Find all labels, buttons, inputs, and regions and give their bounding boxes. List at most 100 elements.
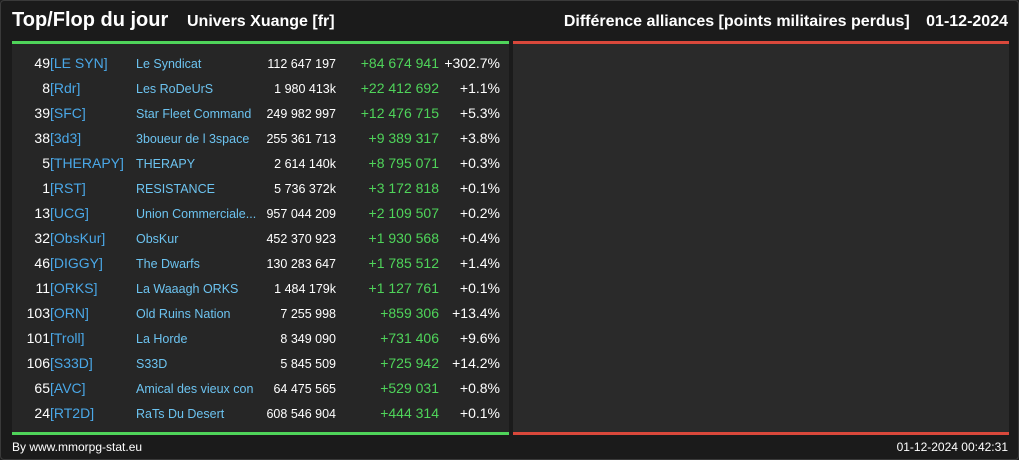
alliance-tag-link[interactable]: [S33D]	[50, 355, 93, 371]
points-cell: 1 980 413k	[274, 82, 336, 96]
alliance-name-link[interactable]: S33D	[136, 357, 168, 371]
percent-cell: +13.4%	[452, 305, 500, 321]
points-cell: 5 736 372k	[274, 182, 336, 196]
diff-cell: +1 127 761	[368, 280, 439, 296]
alliance-tag-link[interactable]: [SFC]	[50, 105, 86, 121]
percent-cell: +3.8%	[459, 130, 500, 146]
header-right: Différence alliances [points militaires …	[564, 13, 1008, 31]
footer-timestamp: 01-12-2024 00:42:31	[896, 440, 1008, 454]
diff-cell: +22 412 692	[360, 80, 439, 96]
rank-cell: 49	[34, 55, 50, 71]
alliance-name-link[interactable]: Amical des vieux con	[136, 382, 254, 396]
footer-source[interactable]: By www.mmorpg-stat.eu	[12, 440, 143, 454]
alliance-name-link[interactable]: Union Commerciale...	[136, 207, 257, 221]
percent-cell: +0.1%	[459, 180, 500, 196]
alliance-name-link[interactable]: Old Ruins Nation	[136, 307, 231, 321]
table-row: 8 [Rdr] Les RoDeUrS 1 980 413k +22 412 692 +1…	[12, 76, 509, 101]
rank-cell: 46	[34, 255, 50, 271]
rank-cell: 1	[42, 180, 50, 196]
alliance-name-link[interactable]: 3boueur de l 3space	[136, 132, 250, 146]
rank-cell: 13	[34, 205, 50, 221]
alliance-name-link[interactable]: La Horde	[136, 332, 188, 346]
diff-cell: +529 031	[380, 380, 439, 396]
percent-cell: +5.3%	[459, 105, 500, 121]
rank-cell: 106	[26, 355, 50, 371]
rank-cell: 11	[35, 280, 50, 296]
rank-cell: 103	[26, 305, 50, 321]
percent-cell: +0.4%	[459, 230, 500, 246]
points-cell: 112 647 197	[267, 57, 336, 71]
diff-cell: +84 674 941	[360, 55, 439, 71]
header: Top/Flop du jour Univers Xuange [fr] Dif…	[1, 1, 1019, 41]
percent-cell: +9.6%	[459, 330, 500, 346]
alliance-name-link[interactable]: ObsKur	[136, 232, 179, 246]
points-cell: 452 370 923	[266, 232, 336, 246]
rank-cell: 101	[26, 330, 50, 346]
alliance-tag-link[interactable]: [THERAPY]	[50, 155, 124, 171]
rank-cell: 65	[34, 380, 50, 396]
top-panel: 49 [LE SYN] Le Syndicat 112 647 197 +84 674 …	[12, 41, 509, 435]
rank-cell: 32	[34, 230, 50, 246]
alliance-tag-link[interactable]: [3d3]	[50, 130, 82, 146]
diff-cell: +2 109 507	[368, 205, 439, 221]
alliance-name-link[interactable]: THERAPY	[136, 157, 196, 171]
points-cell: 255 361 713	[266, 132, 336, 146]
alliance-tag-link[interactable]: [ObsKur]	[50, 230, 106, 246]
percent-cell: +0.8%	[459, 380, 500, 396]
diff-cell: +12 476 715	[360, 105, 439, 121]
rank-cell: 8	[42, 80, 50, 96]
alliance-name-link[interactable]: Le Syndicat	[136, 57, 202, 71]
page-title: Top/Flop du jour	[12, 9, 169, 31]
alliance-name-link[interactable]: Les RoDeUrS	[136, 82, 214, 96]
alliance-tag-link[interactable]: [RT2D]	[50, 405, 95, 421]
alliance-name-link[interactable]: Star Fleet Command	[136, 107, 252, 121]
alliance-tag-link[interactable]: [RST]	[50, 180, 86, 196]
percent-cell: +0.3%	[459, 155, 500, 171]
diff-cell: +1 785 512	[368, 255, 439, 271]
diff-cell: +8 795 071	[368, 155, 439, 171]
points-cell: 8 349 090	[280, 332, 336, 346]
points-cell: 5 845 509	[280, 357, 336, 371]
alliance-tag-link[interactable]: [ORN]	[50, 305, 89, 321]
diff-cell: +444 314	[380, 405, 439, 421]
table-row: 38 [3d3] 3boueur de l 3space 255 361 713 +9 …	[12, 126, 509, 151]
alliance-tag-link[interactable]: [AVC]	[50, 380, 86, 396]
universe-label: Univers Xuange [fr]	[187, 13, 335, 30]
points-cell: 608 546 904	[266, 407, 336, 421]
flop-panel	[513, 41, 1009, 435]
points-cell: 957 044 209	[266, 207, 336, 221]
diff-cell: +1 930 568	[368, 230, 439, 246]
rank-cell: 5	[42, 155, 50, 171]
alliance-tag-link[interactable]: [ORKS]	[50, 280, 98, 296]
table-row: 46 [DIGGY] The Dwarfs 130 283 647 +1 785 512…	[12, 251, 509, 276]
table-row: 1 [RST] RESISTANCE 5 736 372k +3 172 818 +0.1…	[12, 176, 509, 201]
percent-cell: +0.1%	[459, 280, 500, 296]
alliance-tag-link[interactable]: [LE SYN]	[50, 55, 108, 71]
alliance-tag-link[interactable]: [Troll]	[50, 330, 85, 346]
alliance-name-link[interactable]: The Dwarfs	[136, 257, 200, 271]
table-row: 5 [THERAPY] THERAPY 2 614 140k +8 795 071 +0.…	[12, 151, 509, 176]
alliance-tag-link[interactable]: [UCG]	[50, 205, 89, 221]
diff-cell: +3 172 818	[368, 180, 439, 196]
points-cell: 7 255 998	[280, 307, 336, 321]
diff-cell: +725 942	[380, 355, 439, 371]
percent-cell: +0.2%	[459, 205, 500, 221]
alliance-name-link[interactable]: RaTs Du Desert	[136, 407, 225, 421]
alliance-name-link[interactable]: La Waaagh ORKS	[136, 282, 239, 296]
category-label: Différence alliances [points militaires …	[563, 13, 910, 30]
table-row: 65 [AVC] Amical des vieux con 64 475 565 +52…	[12, 376, 509, 401]
diff-cell: +731 406	[380, 330, 439, 346]
alliance-name-link[interactable]: RESISTANCE	[136, 182, 215, 196]
points-cell: 249 982 997	[266, 107, 336, 121]
table-row: 32 [ObsKur] ObsKur 452 370 923 +1 930 568 +0.…	[12, 226, 509, 251]
alliance-tag-link[interactable]: [Rdr]	[50, 80, 81, 96]
points-cell: 2 614 140k	[274, 157, 336, 171]
alliance-tag-link[interactable]: [DIGGY]	[50, 255, 103, 271]
diff-cell: +859 306	[380, 305, 439, 321]
table-row: 11 [ORKS] La Waaagh ORKS 1 484 179k +1 127 7…	[12, 276, 509, 301]
percent-cell: +302.7%	[444, 55, 500, 71]
percent-cell: +1.4%	[459, 255, 500, 271]
table-row: 13 [UCG] Union Commerciale... 957 044 209 +2…	[12, 201, 509, 226]
percent-cell: +1.1%	[459, 80, 500, 96]
